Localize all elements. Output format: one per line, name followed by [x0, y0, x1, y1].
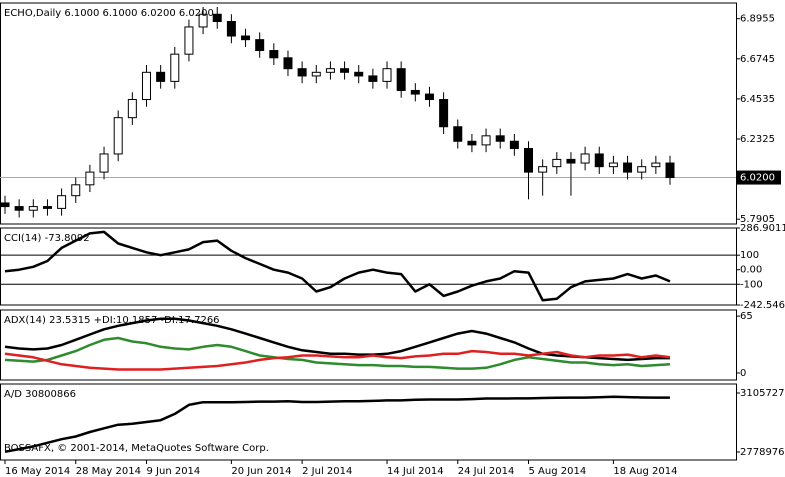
- y-tick-label: -242.546: [740, 300, 785, 311]
- y-tick-label: 286.9011: [740, 223, 785, 234]
- candle-body: [156, 71, 166, 82]
- candle-body: [538, 166, 548, 173]
- candle-body: [198, 13, 208, 28]
- x-tick-label: 28 May 2014: [76, 466, 141, 477]
- candle-body: [170, 53, 180, 82]
- indicator-line: [4, 317, 670, 362]
- candle-body: [396, 68, 406, 91]
- y-tick-label: 27789765: [740, 447, 785, 458]
- candle-body: [481, 135, 491, 146]
- panel-title: ADX(14) 23.5315 +DI:10.1857 -DI:17.7266: [4, 315, 220, 326]
- candle-body: [623, 162, 633, 173]
- x-tick-label: 9 Jun 2014: [146, 466, 200, 477]
- candle-body: [651, 162, 661, 168]
- x-tick-label: 16 May 2014: [5, 466, 70, 477]
- x-tick-label: 18 Aug 2014: [613, 466, 677, 477]
- panel-title: CCI(14) -73.8092: [4, 233, 90, 244]
- candle-body: [509, 140, 519, 150]
- candle-body: [184, 26, 194, 55]
- candle-body: [467, 140, 477, 146]
- candle-body: [594, 153, 604, 168]
- candle-body: [0, 202, 10, 208]
- x-tick-label: 5 Aug 2014: [529, 466, 587, 477]
- candle-body: [637, 166, 647, 173]
- candle-body: [524, 148, 534, 173]
- y-tick-label: 6.6745: [740, 54, 775, 65]
- candle-body: [141, 71, 151, 101]
- x-tick-label: 14 Jul 2014: [387, 466, 444, 477]
- candle-body: [226, 21, 236, 37]
- candle-body: [127, 99, 137, 119]
- candle-body: [212, 13, 222, 23]
- y-tick-label: 6.8955: [740, 14, 775, 25]
- current-price-box: [737, 170, 781, 185]
- candle-body: [495, 135, 505, 142]
- candle-body: [340, 68, 350, 73]
- copyright-note: BOSSAFX, © 2001-2014, MetaQuotes Softwar…: [4, 443, 269, 454]
- current-price-label: 6.0200: [740, 173, 775, 184]
- candle-body: [368, 75, 378, 82]
- candle-body: [410, 89, 420, 95]
- panel-frame: [0, 383, 737, 461]
- candle-body: [453, 126, 463, 142]
- x-tick-label: 20 Jun 2014: [231, 466, 291, 477]
- candle-body: [311, 71, 321, 77]
- y-tick-label: 6.4535: [740, 94, 775, 105]
- candle-body: [354, 71, 364, 77]
- indicator-line: [4, 230, 671, 302]
- x-tick-label: 24 Jul 2014: [458, 466, 515, 477]
- candle-body: [580, 153, 590, 164]
- candle-body: [241, 35, 251, 41]
- candle-body: [665, 162, 675, 179]
- panel-frame: [0, 2, 737, 225]
- y-tick-label: 0: [740, 368, 746, 379]
- panel-frame: [0, 227, 737, 306]
- y-tick-label: 0.00: [740, 265, 762, 276]
- candle-body: [28, 206, 38, 211]
- y-tick-label: 100: [740, 250, 759, 261]
- candle-body: [269, 50, 279, 59]
- candle-body: [382, 68, 392, 82]
- y-tick-label: 65: [740, 311, 753, 322]
- x-tick-label: 2 Jul 2014: [302, 466, 352, 477]
- candle-body: [255, 39, 265, 52]
- y-tick-label: 5.7905: [740, 214, 775, 225]
- candle-body: [113, 117, 123, 155]
- candle-body: [71, 184, 81, 197]
- candle-body: [283, 57, 293, 70]
- candle-body: [14, 206, 24, 211]
- candle-body: [57, 195, 67, 209]
- y-tick-label: 31057276: [740, 388, 785, 399]
- candle-body: [566, 158, 576, 164]
- candle-body: [608, 162, 618, 168]
- candle-body: [99, 153, 109, 173]
- candle-body: [325, 68, 335, 73]
- candle-body: [552, 158, 562, 168]
- candle-body: [42, 206, 52, 209]
- candle-body: [439, 99, 449, 128]
- candle-body: [85, 171, 95, 186]
- indicator-line: [4, 349, 671, 371]
- candle-body: [297, 68, 307, 77]
- y-tick-label: 6.2325: [740, 134, 775, 145]
- indicator-line: [4, 336, 671, 370]
- panel-title: A/D 30800866: [4, 389, 76, 400]
- panel-frame: [0, 309, 737, 381]
- panel-title: ECHO,Daily 6.1000 6.1000 6.0200 6.0200: [4, 8, 214, 19]
- indicator-line: [4, 395, 670, 454]
- candle-body: [424, 93, 434, 101]
- y-tick-label: -100: [740, 279, 763, 290]
